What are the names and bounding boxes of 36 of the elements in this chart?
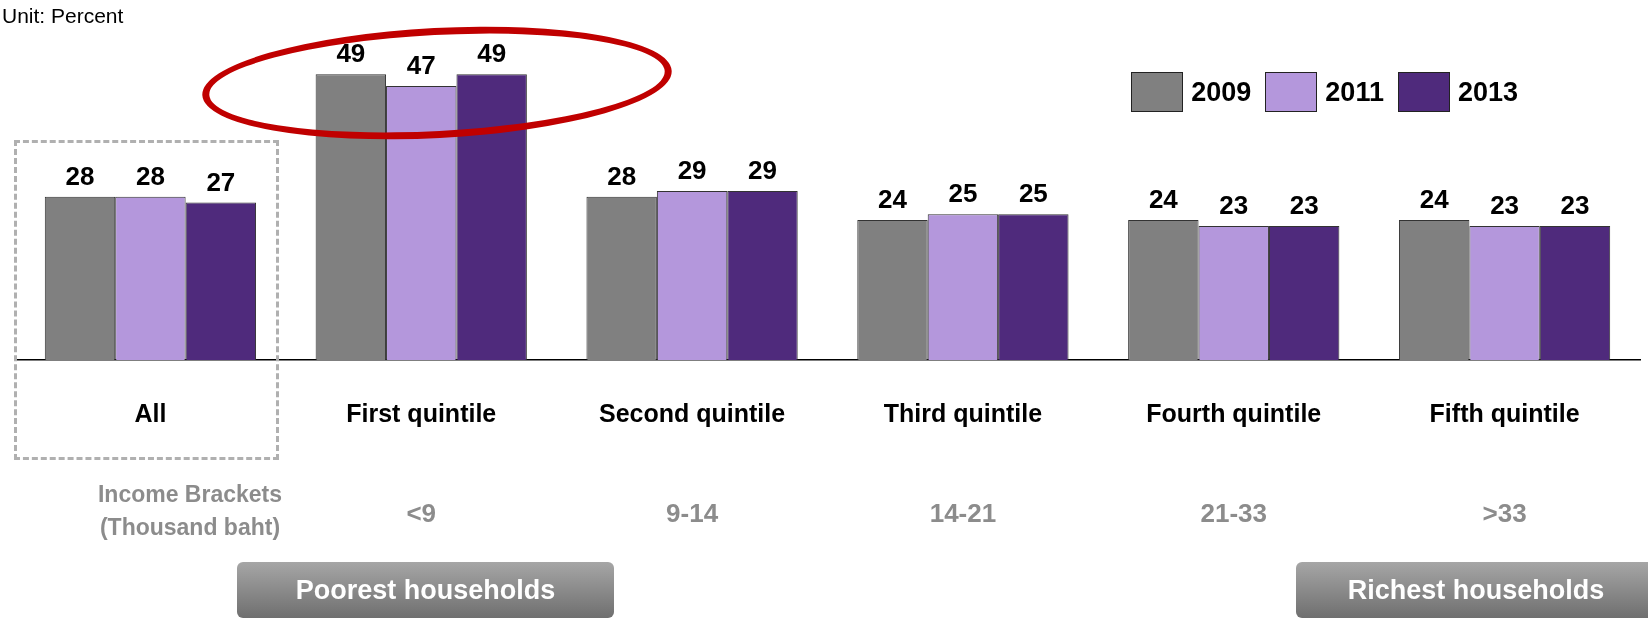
data-label: 29: [677, 155, 707, 186]
data-label: 23: [1560, 190, 1590, 221]
data-label: 28: [135, 160, 165, 191]
data-label: 23: [1490, 190, 1520, 221]
data-label: 23: [1289, 190, 1319, 221]
text: Unit: Percent: [2, 4, 124, 28]
label-button: Richest households: [1296, 562, 1648, 618]
x-tick-label: Fourth quintile: [1146, 398, 1322, 427]
x-tick-label: Third quintile: [883, 398, 1043, 427]
legend-label: 2013: [1457, 76, 1518, 108]
data-label: 28: [65, 160, 95, 191]
data-label: 23: [1219, 190, 1249, 221]
legend-label: 2009: [1191, 76, 1252, 108]
data-label: 49: [477, 38, 507, 69]
data-label: 49: [336, 38, 366, 69]
label-button: Poorest households: [237, 562, 614, 618]
data-label: 27: [206, 166, 236, 197]
text: >33: [1482, 498, 1527, 529]
data-label: 29: [748, 155, 777, 186]
data-label: 28: [607, 160, 637, 191]
legend-label: 2011: [1325, 76, 1384, 108]
text: 14-21: [929, 498, 997, 529]
text: 9-14: [666, 498, 719, 529]
text: Income Brackets (Thousand baht): [96, 480, 284, 542]
x-tick-label: Second quintile: [599, 398, 786, 427]
data-label: 47: [406, 50, 436, 81]
x-tick-label: Fifth quintile: [1429, 398, 1580, 427]
data-label: 24: [1419, 184, 1450, 215]
data-label: 25: [1018, 178, 1048, 209]
x-tick-label: First quintile: [346, 398, 497, 427]
data-label: 24: [1148, 184, 1179, 215]
text: <9: [406, 498, 437, 529]
data-label: 24: [878, 184, 908, 215]
data-label: 25: [948, 178, 978, 209]
text: 21-33: [1200, 498, 1267, 529]
x-tick-label: All: [134, 398, 167, 427]
